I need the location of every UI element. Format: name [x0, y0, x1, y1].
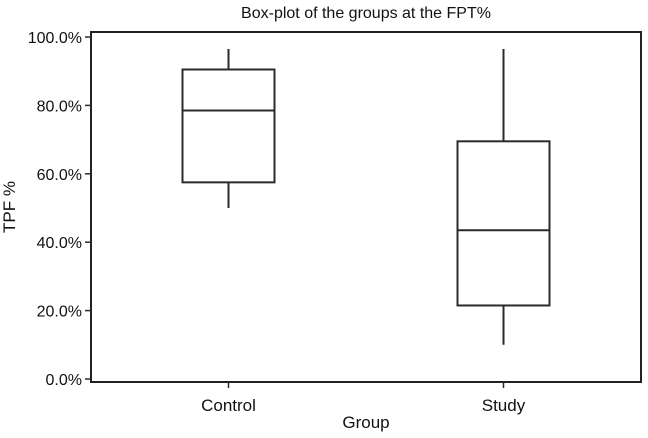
box-control: [181, 48, 276, 208]
iqr-box: [181, 68, 276, 184]
y-tick-label: 0.0%: [46, 372, 82, 389]
y-tick-label: 40.0%: [37, 235, 82, 252]
iqr-box: [456, 140, 551, 307]
x-axis-label: Group: [342, 413, 389, 432]
y-tick-label: 60.0%: [37, 167, 82, 184]
x-tick-label: Study: [482, 396, 526, 415]
y-axis-label: TPF %: [0, 181, 19, 233]
plot-area-frame: [90, 31, 642, 383]
y-tick-label: 80.0%: [37, 98, 82, 115]
y-axis: 0.0% 20.0% 40.0% 60.0% 80.0% 100.0%: [28, 30, 91, 389]
box-series: [181, 48, 551, 345]
x-tick-label: Control: [201, 396, 256, 415]
y-tick-label: 20.0%: [37, 304, 82, 321]
chart-title: Box-plot of the groups at the FPT%: [241, 5, 491, 22]
box-study: [456, 48, 551, 345]
y-tick-label: 100.0%: [28, 30, 82, 47]
x-axis: Control Study: [201, 382, 526, 415]
